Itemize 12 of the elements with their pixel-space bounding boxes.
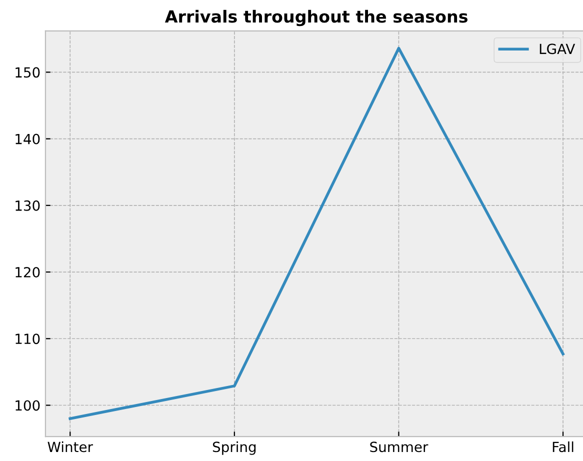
y-tick-label: 150 bbox=[16, 67, 40, 78]
x-tick-label: Spring bbox=[212, 441, 256, 455]
chart-title: Arrivals throughout the seasons bbox=[164, 10, 468, 26]
y-tick-label: 140 bbox=[16, 134, 40, 144]
y-tick-label: 130 bbox=[16, 200, 40, 211]
y-tick-label: 110 bbox=[16, 334, 40, 344]
y-tick-label: 120 bbox=[16, 267, 40, 278]
x-tick-label: Winter bbox=[48, 441, 94, 452]
x-tick-label: Fall bbox=[552, 441, 574, 452]
y-tick-label: 100 bbox=[16, 400, 40, 411]
x-tick-label: Summer bbox=[370, 442, 428, 452]
legend-label: LGAV bbox=[540, 44, 576, 54]
